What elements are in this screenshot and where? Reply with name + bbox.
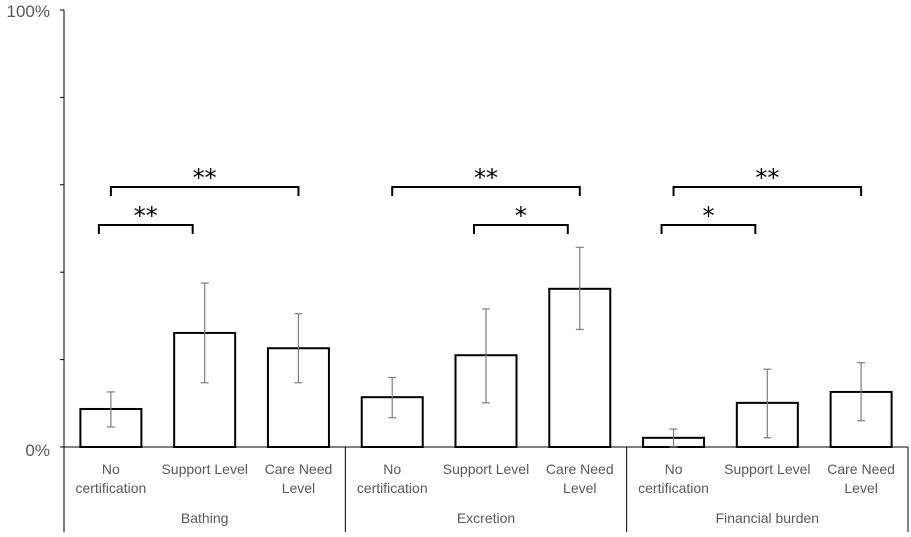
significance-bracket	[660, 224, 757, 234]
category-label: Level	[563, 480, 596, 496]
category-label: Level	[844, 480, 877, 496]
category-label: No	[383, 461, 401, 477]
category-label: certification	[75, 480, 146, 496]
group-label: Financial burden	[716, 510, 820, 526]
axes	[63, 10, 908, 532]
category-label: Care Need	[265, 461, 333, 477]
category-label: No	[665, 461, 683, 477]
significance-label: **	[755, 164, 779, 192]
significance-bracket	[97, 224, 194, 234]
significance-label: **	[474, 164, 498, 192]
significance-label: *	[702, 202, 714, 230]
category-labels: No certification Support Level Care Need Lev…	[75, 461, 894, 526]
category-label: certification	[357, 480, 428, 496]
group-label: Excretion	[457, 510, 515, 526]
category-label: No	[102, 461, 120, 477]
category-label: Level	[282, 480, 315, 496]
y-tick-label-bottom: 0%	[25, 441, 50, 460]
significance-label: **	[193, 164, 217, 192]
error-bars	[106, 246, 866, 448]
significance-bracket	[391, 186, 581, 196]
category-label: Support Level	[161, 461, 247, 477]
significance-brackets: **********	[97, 164, 863, 234]
category-label: Support Level	[724, 461, 810, 477]
significance-label: **	[134, 202, 158, 230]
category-label: Care Need	[827, 461, 895, 477]
group-label: Bathing	[181, 510, 228, 526]
significance-label: *	[515, 202, 527, 230]
significance-bracket	[672, 186, 863, 196]
significance-bracket	[109, 186, 300, 196]
category-label: certification	[638, 480, 709, 496]
category-label: Support Level	[443, 461, 529, 477]
significance-bracket	[473, 224, 569, 234]
category-label: Care Need	[546, 461, 614, 477]
y-ticks	[60, 9, 64, 448]
bars	[79, 287, 909, 532]
y-tick-label-top: 100%	[7, 2, 50, 21]
y-tick-labels: 100% 0%	[7, 2, 50, 460]
